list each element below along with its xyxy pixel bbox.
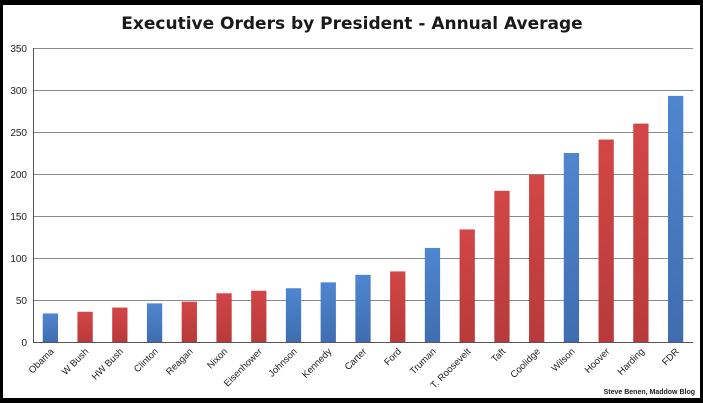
y-axis-ticks: 0 50 100 150 200 250 300 350: [10, 44, 27, 349]
bars: [42, 95, 684, 342]
x-tick-label: Hoover: [583, 346, 612, 375]
chart-frame: Executive Orders by President - Annual A…: [3, 5, 700, 398]
y-tick-label: 100: [10, 254, 27, 265]
x-tick-label: Harding: [616, 346, 647, 377]
chart-title: Executive Orders by President - Annual A…: [121, 14, 582, 34]
bar-eisenhower: [251, 290, 267, 342]
bar-t-roosevelt: [459, 229, 475, 342]
bar-johnson: [285, 288, 302, 342]
bar-w-bush: [77, 311, 93, 342]
bar-reagan: [181, 301, 197, 342]
y-tick-label: 150: [10, 212, 27, 223]
y-tick-label: 350: [10, 44, 27, 55]
bar-truman: [424, 247, 441, 342]
x-tick-label: Obama: [27, 346, 57, 376]
x-tick-label: Truman: [408, 346, 439, 377]
bar-kennedy: [320, 282, 336, 342]
bar-clinton: [146, 303, 163, 342]
x-tick-label: Ford: [382, 346, 404, 368]
bar-ford: [390, 271, 406, 342]
y-tick-label: 0: [21, 338, 27, 349]
bar-nixon: [216, 293, 232, 342]
bar-obama: [42, 313, 59, 342]
bar-carter: [355, 274, 371, 342]
x-tick-label: Wilson: [550, 346, 578, 374]
y-tick-label: 300: [10, 86, 27, 97]
bar-hoover: [598, 139, 614, 342]
x-tick-label: FDR: [660, 346, 682, 368]
bar-harding: [633, 123, 649, 342]
bar-hw-bush: [112, 307, 128, 342]
grid-layer: [33, 48, 693, 343]
x-tick-label: Clinton: [132, 346, 161, 375]
x-tick-label: HW Bush: [90, 346, 126, 382]
bar-coolidge: [529, 174, 545, 342]
source-credit: Steve Benen, Maddow Blog: [604, 389, 695, 396]
x-tick-label: Coolidge: [509, 346, 543, 380]
bar-chart: Executive Orders by President - Annual A…: [10, 14, 695, 396]
bar-wilson: [563, 153, 580, 342]
x-tick-label: Nixon: [205, 346, 230, 371]
y-tick-label: 200: [10, 170, 27, 181]
x-tick-label: Johnson: [266, 346, 299, 379]
x-tick-label: Carter: [343, 346, 369, 372]
bar-fdr: [667, 95, 684, 342]
x-tick-label: Taft: [489, 346, 508, 365]
y-tick-label: 50: [16, 296, 28, 307]
y-tick-label: 250: [10, 128, 27, 139]
x-tick-label: W Bush: [60, 346, 91, 377]
x-tick-label: Reagan: [164, 346, 195, 377]
x-tick-label: Kennedy: [300, 346, 334, 380]
bar-taft: [494, 190, 510, 342]
